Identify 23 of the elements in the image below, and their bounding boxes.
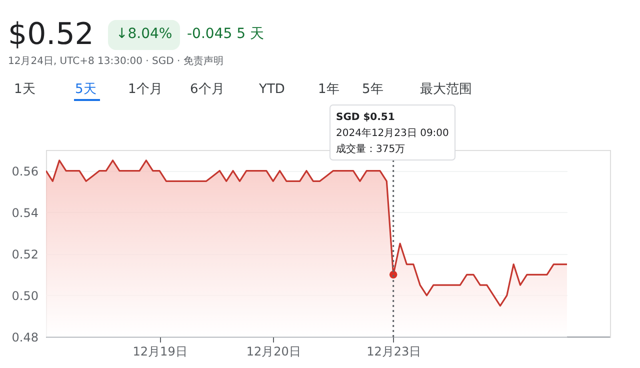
text: 1年 — [318, 82, 340, 97]
text: -0.045 5 天 — [187, 26, 264, 42]
text: SGD $0.51 — [336, 112, 395, 123]
x-tick-label: 12月19日 — [132, 344, 188, 358]
x-tick-label: 12月23日 — [366, 344, 422, 358]
chart-title: $0.52 — [8, 17, 94, 52]
x-tick-label: 12月20日 — [246, 344, 301, 358]
text: 1个月 — [128, 82, 162, 97]
text: 最大范围 — [420, 82, 472, 97]
y-tick-label: 0.50 — [12, 288, 38, 303]
y-tick-label: 0.54 — [12, 206, 38, 220]
annotation: 成交量：375万 — [336, 143, 406, 155]
text: 2024年12月23日 09:00 — [336, 127, 449, 139]
text: 6个月 — [190, 82, 224, 97]
text: 5天 — [75, 82, 96, 97]
y-tick-label: 0.48 — [12, 330, 38, 344]
text: 12月24日, UTC+8 13:30:00 · SGD · 免责声明 — [8, 55, 224, 67]
text: 5年 — [362, 82, 384, 97]
y-tick-label: 0.52 — [12, 247, 38, 262]
text: YTD — [258, 82, 285, 97]
chart-subtitle: ↓8.04% — [116, 26, 172, 42]
y-tick-label: 0.56 — [12, 164, 38, 178]
text: 1天 — [14, 82, 36, 97]
